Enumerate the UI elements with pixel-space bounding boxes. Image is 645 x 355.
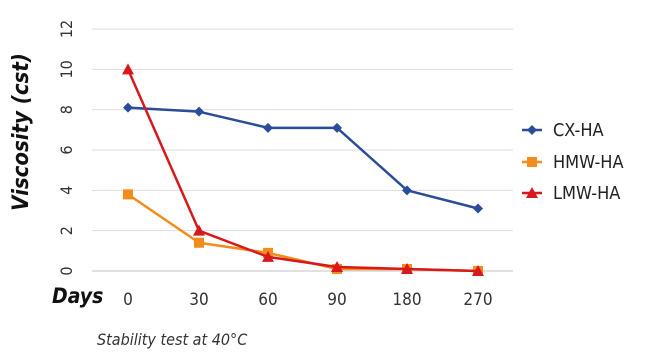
x-tick-label-90: 90	[327, 290, 346, 310]
legend-marker-cx-ha	[527, 125, 537, 135]
axis-layer: 0 2 4 6 8 10 12 0 30 60 90 180 270	[57, 20, 513, 310]
x-tick-label-60: 60	[258, 290, 277, 310]
chart-caption: Stability test at 40°C	[97, 330, 248, 349]
x-tick-label-270: 270	[463, 290, 492, 310]
x-tick-label-0: 0	[123, 290, 133, 310]
y-tick-label-0: 0	[57, 266, 76, 275]
y-tick-label-4: 4	[57, 186, 76, 195]
y-tick-label-12: 12	[57, 20, 76, 38]
grid-layer	[92, 29, 513, 271]
legend: CX-HA HMW-HA LMW-HA	[522, 120, 624, 204]
y-tick-label-6: 6	[57, 145, 76, 154]
legend-item-hmw-ha: HMW-HA	[522, 152, 624, 173]
series-layer	[122, 63, 484, 276]
y-tick-label-8: 8	[57, 105, 76, 114]
cx-ha-point-270	[473, 203, 483, 213]
cx-ha-point-30	[194, 107, 204, 117]
lmw-ha-line	[128, 69, 478, 271]
cx-ha-point-60	[263, 123, 273, 133]
y-tick-label-10: 10	[57, 60, 76, 78]
y-tick-label-2: 2	[57, 226, 76, 235]
legend-marker-hmw-ha	[527, 157, 537, 167]
x-tick-label-180: 180	[392, 290, 421, 310]
cx-ha-point-0	[123, 103, 133, 113]
legend-label-cx-ha: CX-HA	[553, 120, 604, 141]
legend-item-cx-ha: CX-HA	[522, 120, 604, 141]
legend-label-hmw-ha: HMW-HA	[553, 152, 624, 173]
series-lmw-ha	[122, 63, 484, 276]
legend-item-lmw-ha: LMW-HA	[522, 183, 620, 204]
hmw-ha-line	[128, 194, 478, 271]
x-tick-label-30: 30	[189, 290, 208, 310]
hmw-ha-point-30	[194, 238, 204, 248]
hmw-ha-point-0	[123, 189, 133, 199]
x-axis-title: Days	[52, 284, 103, 308]
series-cx-ha	[123, 103, 483, 214]
legend-label-lmw-ha: LMW-HA	[553, 183, 620, 204]
cx-ha-line	[128, 108, 478, 209]
y-axis-title: Viscosity (cst)	[9, 53, 34, 211]
